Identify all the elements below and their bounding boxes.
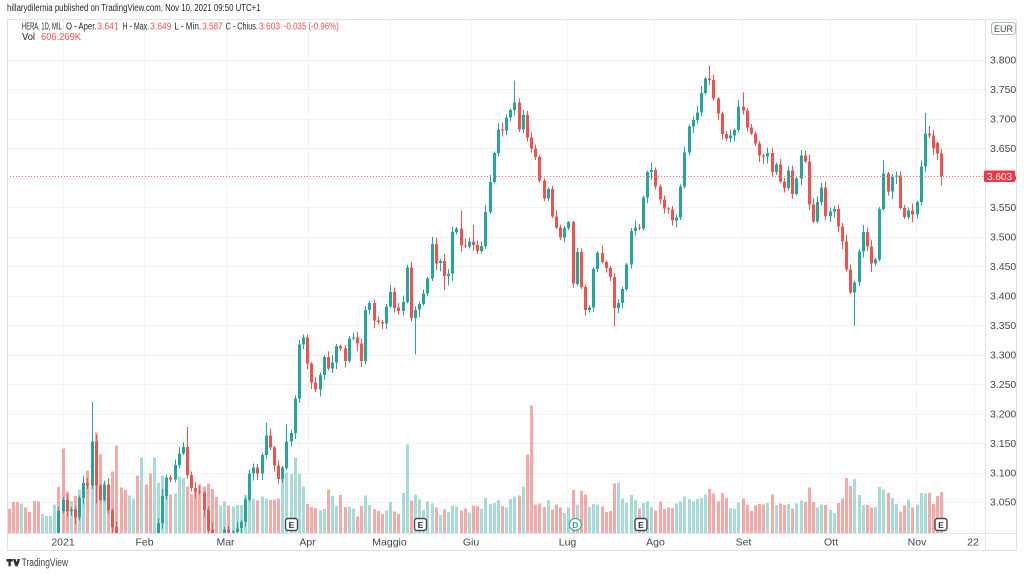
svg-text:E: E xyxy=(418,520,424,530)
svg-text:H - Max.: H - Max. xyxy=(122,22,149,33)
svg-text:3.700: 3.700 xyxy=(990,114,1016,126)
svg-text:E: E xyxy=(638,520,644,530)
svg-text:Set: Set xyxy=(736,537,752,549)
svg-text:-0.035 (-0.96%): -0.035 (-0.96%) xyxy=(284,22,339,33)
svg-text:3.200: 3.200 xyxy=(990,408,1016,420)
svg-text:3.400: 3.400 xyxy=(990,291,1016,303)
svg-text:Vol: Vol xyxy=(22,32,35,43)
svg-text:22: 22 xyxy=(967,537,979,549)
svg-text:3.300: 3.300 xyxy=(990,349,1016,361)
svg-text:Apr: Apr xyxy=(299,537,316,549)
svg-text:Ago: Ago xyxy=(646,537,665,549)
svg-text:3.050: 3.050 xyxy=(990,497,1016,509)
svg-text:3.450: 3.450 xyxy=(990,261,1016,273)
svg-text:D: D xyxy=(572,520,578,530)
svg-text:E: E xyxy=(938,520,944,530)
svg-text:Nov: Nov xyxy=(908,537,927,549)
svg-text:Maggio: Maggio xyxy=(372,537,407,549)
svg-text:3.603: 3.603 xyxy=(259,22,280,33)
svg-text:3.603: 3.603 xyxy=(987,172,1012,183)
svg-text:3.649: 3.649 xyxy=(150,22,171,33)
svg-text:hillarydilernia published on T: hillarydilernia published on TradingView… xyxy=(7,3,261,14)
svg-text:3.500: 3.500 xyxy=(990,232,1016,244)
svg-text:606.269K: 606.269K xyxy=(41,32,82,43)
svg-text:Mar: Mar xyxy=(216,537,235,549)
svg-text:Lug: Lug xyxy=(559,537,577,549)
svg-text:3.100: 3.100 xyxy=(990,467,1016,479)
svg-text:HERA, 1D, MIL: HERA, 1D, MIL xyxy=(22,22,62,33)
svg-text:3.550: 3.550 xyxy=(990,202,1016,214)
svg-text:3.250: 3.250 xyxy=(990,379,1016,391)
svg-text:L - Min.: L - Min. xyxy=(174,22,201,33)
svg-text:3.650: 3.650 xyxy=(990,143,1016,155)
svg-text:Feb: Feb xyxy=(135,537,153,549)
svg-text:3.800: 3.800 xyxy=(990,55,1016,67)
svg-text:3.750: 3.750 xyxy=(990,84,1016,96)
svg-text:TradingView: TradingView xyxy=(22,557,69,569)
svg-text:3.587: 3.587 xyxy=(202,22,222,33)
svg-text:EUR: EUR xyxy=(994,24,1014,34)
svg-text:3.350: 3.350 xyxy=(990,320,1016,332)
svg-text:C - Chius.: C - Chius. xyxy=(226,22,258,33)
svg-text:O - Aper.: O - Aper. xyxy=(66,22,97,33)
svg-text:E: E xyxy=(289,520,295,530)
svg-text:3.150: 3.150 xyxy=(990,438,1016,450)
svg-text:Giu: Giu xyxy=(463,537,480,549)
svg-text:3.641: 3.641 xyxy=(97,22,119,33)
svg-text:2021: 2021 xyxy=(51,537,75,549)
svg-text:Ott: Ott xyxy=(824,537,838,549)
